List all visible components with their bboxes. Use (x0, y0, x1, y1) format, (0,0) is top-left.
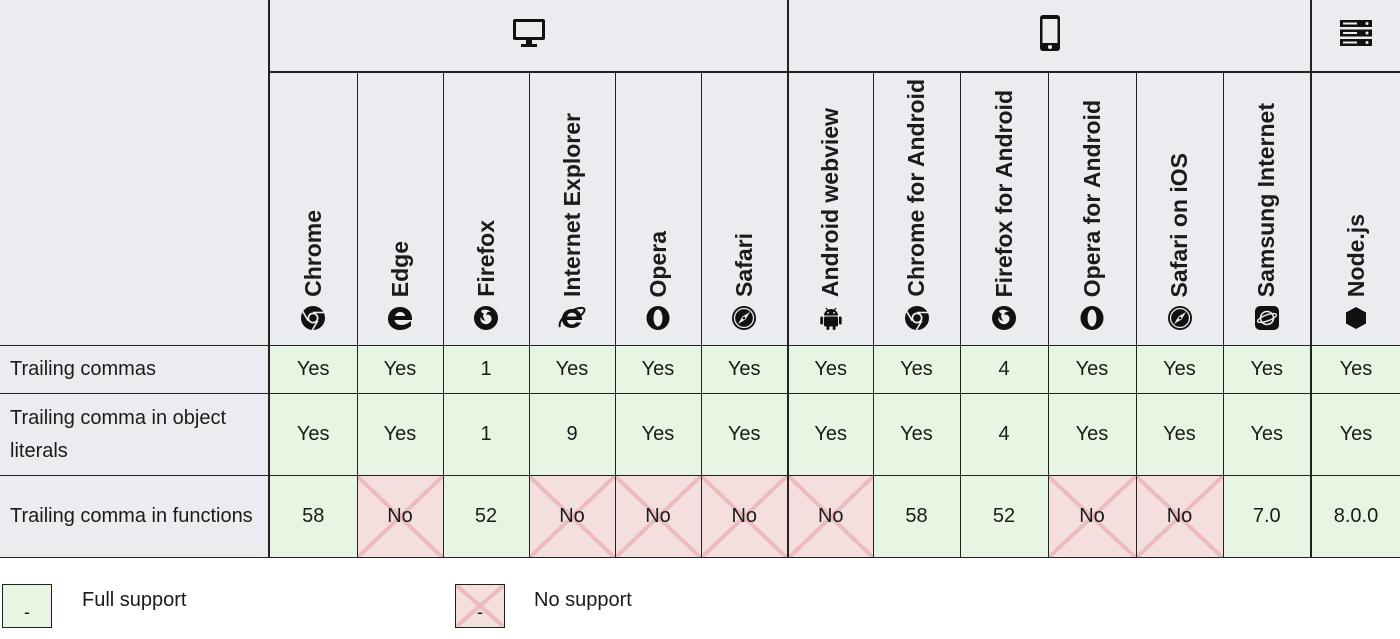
support-cell: No (787, 475, 873, 558)
support-cell: 52 (442, 475, 529, 558)
support-cell: 1 (442, 345, 529, 394)
support-cell: No (700, 475, 788, 558)
chrome-icon (904, 305, 930, 336)
opera-icon (645, 305, 671, 336)
feature-name: Trailing comma in object literals (0, 393, 269, 476)
support-cell: Yes (1310, 345, 1400, 394)
browser-header-chrome: Chrome (268, 72, 357, 346)
firefox-icon (991, 305, 1017, 336)
browser-label: Safari on iOS (1166, 152, 1192, 297)
compat-table: Chrome Edge Firefox Internet Explorer Opera S… (0, 0, 1400, 558)
browser-label: Opera (644, 230, 671, 297)
support-cell: Yes (872, 393, 960, 476)
internet-explorer-icon (558, 305, 586, 336)
support-cell: No (356, 475, 443, 558)
platform-mobile (787, 0, 1311, 73)
browser-label: Firefox (472, 220, 499, 297)
browser-header-safari: Safari (700, 72, 788, 346)
firefox-icon (473, 305, 499, 336)
support-cell: Yes (1135, 393, 1223, 476)
support-cell: Yes (787, 393, 873, 476)
nodejs-icon (1343, 305, 1369, 336)
browser-header-node-js: Node.js (1310, 72, 1400, 346)
legend-swatch-full: - (2, 584, 52, 628)
feature-name: Trailing comma in functions (0, 475, 269, 558)
support-cell: Yes (787, 345, 873, 394)
browser-label: Opera for Android (1078, 99, 1105, 297)
support-cell: Yes (1222, 393, 1311, 476)
browser-header-chrome-for-android: Chrome for Android (872, 72, 960, 346)
support-cell: Yes (1047, 345, 1136, 394)
browser-label: Samsung Internet (1253, 102, 1280, 297)
chrome-icon (300, 305, 326, 336)
platform-server (1310, 0, 1400, 73)
browser-header-android-webview: Android webview (787, 72, 873, 346)
support-cell: Yes (268, 345, 357, 394)
browser-header-opera-for-android: Opera for Android (1047, 72, 1136, 346)
platform-desktop (268, 0, 788, 73)
support-cell: Yes (1222, 345, 1311, 394)
support-cell: Yes (614, 345, 701, 394)
browser-label: Edge (386, 240, 413, 297)
support-cell: Yes (1135, 345, 1223, 394)
header-corner (0, 0, 269, 346)
legend-label-full: Full support (82, 589, 187, 611)
support-cell: No (1135, 475, 1223, 558)
table-row: Trailing comma in functions 58 No 52 No No No N… (0, 475, 1400, 558)
browser-label: Internet Explorer (558, 112, 585, 297)
browser-label: Chrome (299, 210, 326, 297)
support-cell: 9 (528, 393, 615, 476)
support-cell: Yes (700, 393, 788, 476)
android-icon (818, 305, 844, 336)
edge-icon (387, 305, 413, 336)
table-row: Trailing commas Yes Yes 1 Yes Yes Yes Yes Yes 4 Ye… (0, 345, 1400, 394)
support-cell: 4 (959, 345, 1048, 394)
support-cell: No (1047, 475, 1136, 558)
safari-icon (731, 305, 757, 336)
browser-header-samsung-internet: Samsung Internet (1222, 72, 1311, 346)
browser-label: Chrome for Android (903, 79, 929, 297)
support-cell: 52 (959, 475, 1048, 558)
feature-name: Trailing commas (0, 345, 269, 394)
support-cell: 1 (442, 393, 529, 476)
support-cell: Yes (1047, 393, 1136, 476)
desktop-icon (512, 19, 545, 47)
browser-header-firefox: Firefox (442, 72, 529, 346)
server-icon (1340, 20, 1372, 46)
support-cell: 4 (959, 393, 1048, 476)
support-cell: Yes (528, 345, 615, 394)
support-cell: 8.0.0 (1310, 475, 1400, 558)
browser-label: Android webview (817, 107, 844, 297)
support-cell: Yes (356, 345, 443, 394)
legend-label-none: No support (534, 589, 632, 611)
support-cell: Yes (614, 393, 701, 476)
browser-header-edge: Edge (356, 72, 443, 346)
support-cell: 7.0 (1222, 475, 1311, 558)
table-row: Trailing comma in object literals Yes Yes 1… (0, 393, 1400, 476)
safari-icon (1167, 305, 1193, 336)
browser-header-firefox-for-android: Firefox for Android (959, 72, 1048, 346)
support-cell: No (528, 475, 615, 558)
support-cell: Yes (700, 345, 788, 394)
samsung-internet-icon (1254, 305, 1280, 336)
mobile-icon (1039, 15, 1060, 51)
browser-header-opera: Opera (614, 72, 701, 346)
support-cell: Yes (356, 393, 443, 476)
support-cell: Yes (872, 345, 960, 394)
browser-label: Safari (730, 233, 757, 297)
support-cell: 58 (268, 475, 357, 558)
browser-header-safari-on-ios: Safari on iOS (1135, 72, 1223, 346)
browser-label: Node.js (1342, 213, 1369, 297)
support-cell: 58 (872, 475, 960, 558)
browser-header-internet-explorer: Internet Explorer (528, 72, 615, 346)
support-cell: Yes (268, 393, 357, 476)
support-cell: Yes (1310, 393, 1400, 476)
support-cell: No (614, 475, 701, 558)
opera-icon (1079, 305, 1105, 336)
browser-label: Firefox for Android (990, 89, 1017, 297)
legend-swatch-none: - (455, 584, 505, 628)
